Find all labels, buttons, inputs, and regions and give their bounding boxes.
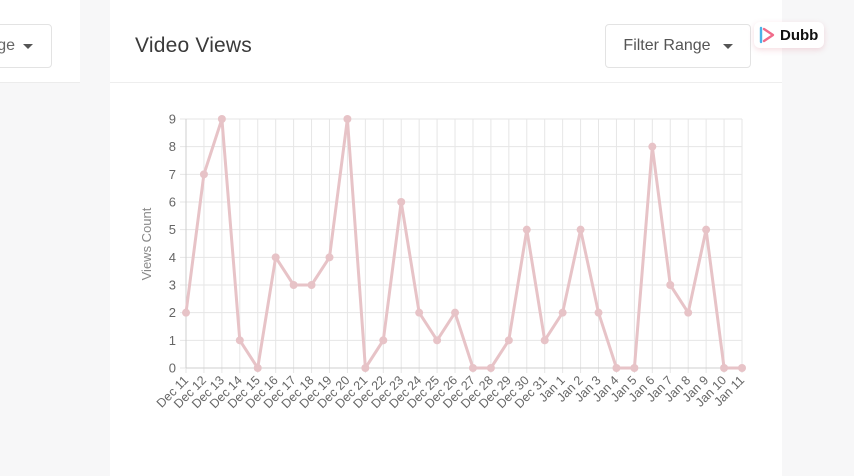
data-point[interactable] (271, 253, 280, 262)
data-point[interactable] (612, 364, 621, 372)
y-tick-label: 2 (169, 305, 176, 320)
data-point[interactable] (666, 281, 675, 289)
y-tick-label: 9 (169, 112, 176, 127)
data-point[interactable] (540, 336, 549, 345)
data-point[interactable] (504, 336, 513, 345)
data-point[interactable] (199, 170, 208, 179)
y-axis: 0 1 2 3 4 5 6 7 8 9 (169, 112, 187, 376)
data-point[interactable] (343, 115, 352, 123)
series-line (184, 117, 744, 370)
page-title: Video Views (135, 34, 253, 57)
logo-text: Dubb (780, 26, 819, 44)
data-point[interactable] (738, 364, 746, 372)
card-header: Video Views Filter Range (110, 0, 782, 83)
y-tick-label: 7 (169, 167, 176, 182)
data-point[interactable] (235, 336, 244, 345)
range-dropdown-left-label: ge (0, 37, 15, 54)
data-point[interactable] (720, 364, 729, 372)
caret-down-icon (23, 43, 33, 49)
filter-range-label: Filter Range (623, 37, 711, 54)
data-point[interactable] (325, 253, 334, 262)
caret-down-icon (722, 43, 733, 49)
data-point[interactable] (397, 198, 406, 206)
data-point[interactable] (486, 364, 495, 372)
y-tick-label: 4 (169, 250, 176, 265)
y-axis-label: Views Count (139, 207, 154, 280)
views-series (182, 115, 746, 372)
data-point[interactable] (307, 281, 316, 289)
y-tick-label: 1 (169, 333, 176, 348)
data-point[interactable] (451, 308, 460, 317)
data-point[interactable] (630, 364, 639, 372)
data-point[interactable] (468, 364, 477, 372)
data-point[interactable] (379, 336, 388, 345)
data-point[interactable] (361, 364, 370, 372)
data-point[interactable] (522, 225, 531, 234)
data-point[interactable] (576, 225, 585, 234)
y-tick-label: 5 (169, 222, 176, 237)
data-point[interactable] (594, 308, 603, 317)
dubb-logo: Dubb (754, 22, 824, 48)
y-tick-label: 8 (169, 139, 176, 154)
data-point[interactable] (702, 225, 711, 234)
filter-range-button[interactable]: Filter Range (605, 24, 751, 68)
previous-card: ge (0, 0, 80, 83)
data-point[interactable] (289, 281, 298, 289)
data-point[interactable] (217, 115, 226, 123)
data-point[interactable] (648, 142, 657, 151)
data-point[interactable] (415, 308, 424, 317)
y-tick-label: 3 (169, 278, 176, 293)
y-tick-label: 0 (169, 361, 176, 376)
data-point[interactable] (253, 364, 262, 372)
y-tick-label: 6 (169, 195, 176, 210)
data-point[interactable] (684, 308, 693, 317)
data-point[interactable] (558, 308, 567, 317)
dubb-play-icon (759, 26, 775, 44)
range-dropdown-left[interactable]: ge (0, 24, 52, 68)
data-point[interactable] (182, 308, 190, 317)
data-point[interactable] (433, 336, 442, 345)
